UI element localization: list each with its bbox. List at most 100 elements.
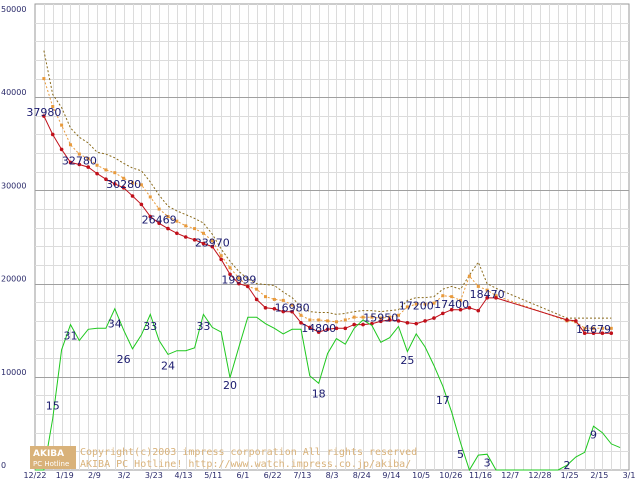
watermark-line-1: Copyright(c)2003 impress corporation All… — [80, 447, 417, 458]
data-label: 31 — [63, 330, 77, 343]
series-layer — [35, 50, 621, 472]
data-label: 16980 — [275, 302, 310, 315]
data-label: 26469 — [142, 213, 177, 226]
y-tick-label: 40000 — [1, 88, 26, 97]
point-price-low — [166, 226, 170, 231]
data-label: 32780 — [62, 154, 97, 167]
point-price-low — [272, 306, 277, 311]
point-price-low — [299, 320, 303, 325]
point-price-low — [219, 257, 223, 262]
point-price-average — [308, 318, 312, 322]
point-price-low — [112, 182, 117, 186]
point-price-low — [609, 331, 614, 335]
point-price-low — [432, 316, 436, 320]
data-label: 20 — [223, 379, 237, 392]
point-price-low — [378, 319, 383, 324]
point-price-low — [290, 309, 294, 314]
x-tick-label: 2/9 — [88, 471, 101, 480]
plot-frame — [34, 3, 630, 471]
point-price-average — [60, 123, 64, 127]
point-price-average — [600, 326, 604, 330]
data-label: 5 — [457, 448, 464, 461]
x-tick-label: 8/24 — [353, 471, 371, 480]
data-label: 18 — [312, 387, 326, 400]
point-price-average — [450, 295, 454, 299]
series-price-low — [43, 115, 612, 334]
point-price-average — [370, 315, 374, 319]
x-tick-label: 8/3 — [326, 471, 339, 480]
point-price-average — [405, 305, 409, 309]
point-price-average — [201, 231, 205, 235]
y-tick-label: 10000 — [1, 368, 26, 377]
point-price-average — [592, 326, 596, 330]
data-label: 37980 — [26, 106, 61, 119]
point-price-average — [459, 298, 463, 302]
point-price-average — [494, 294, 498, 298]
point-price-low — [281, 309, 286, 314]
point-price-low — [228, 272, 232, 277]
point-price-low — [183, 235, 188, 239]
point-price-low — [77, 162, 82, 167]
axis-labels: 0 10000 20000 30000 40000 50000 12/22 1/19 2/9 3/… — [1, 5, 635, 480]
point-price-low — [387, 318, 392, 322]
data-label: 19999 — [221, 274, 256, 287]
data-label: 14800 — [301, 322, 336, 335]
x-tick-label: 4/13 — [175, 471, 193, 480]
point-price-average — [476, 284, 480, 288]
point-price-low — [68, 160, 73, 165]
point-price-average — [122, 176, 126, 180]
point-price-low — [565, 318, 569, 322]
x-tick-label: 6/1 — [236, 471, 249, 480]
data-label: 25 — [400, 354, 414, 367]
point-price-low — [405, 320, 410, 325]
y-tick-label: 30000 — [1, 181, 26, 190]
point-price-low — [467, 306, 472, 310]
data-label: 3 — [484, 456, 491, 469]
point-price-low — [414, 321, 419, 326]
x-tick-label: 1/25 — [561, 471, 579, 480]
point-price-low — [396, 319, 401, 323]
point-price-low — [574, 319, 578, 323]
x-tick-label: 6/22 — [264, 471, 282, 480]
point-price-average — [414, 302, 418, 306]
point-price-average — [139, 183, 143, 187]
x-tick-label: 3/2 — [118, 471, 131, 480]
point-price-low — [104, 177, 108, 182]
point-price-average — [467, 274, 471, 278]
y-tick-label: 20000 — [1, 275, 26, 284]
data-label: 33 — [143, 320, 157, 333]
point-price-average — [219, 254, 223, 258]
point-price-low — [325, 327, 330, 332]
point-price-average — [583, 326, 587, 330]
point-price-low — [476, 308, 481, 313]
data-label: 15950 — [363, 311, 398, 324]
point-price-low — [157, 221, 161, 226]
watermark-line-2: AKIBA PC Hotline! http://www.watch.impre… — [80, 459, 411, 470]
point-price-low — [334, 326, 339, 331]
point-price-average — [423, 302, 427, 306]
point-price-low — [485, 296, 489, 300]
x-tick-label: 2/15 — [590, 471, 608, 480]
point-price-average — [255, 287, 259, 291]
point-price-low — [139, 202, 144, 207]
point-price-low — [42, 114, 46, 118]
data-label: 34 — [108, 317, 122, 330]
point-price-average — [148, 195, 152, 199]
point-price-low — [245, 284, 250, 289]
point-price-low — [441, 311, 445, 316]
y-tick-label: 0 — [1, 461, 6, 470]
point-price-average — [166, 214, 170, 218]
point-price-average — [441, 294, 445, 298]
grid — [34, 3, 630, 471]
point-price-average — [396, 313, 400, 317]
point-price-average — [388, 315, 392, 319]
point-price-average — [228, 266, 232, 270]
point-price-average — [379, 316, 383, 320]
point-price-low — [263, 306, 268, 310]
point-price-average — [86, 157, 90, 161]
point-price-average — [131, 181, 135, 185]
point-price-low — [352, 322, 356, 327]
point-price-low — [423, 319, 427, 323]
point-price-low — [201, 241, 206, 246]
point-price-low — [121, 185, 126, 190]
